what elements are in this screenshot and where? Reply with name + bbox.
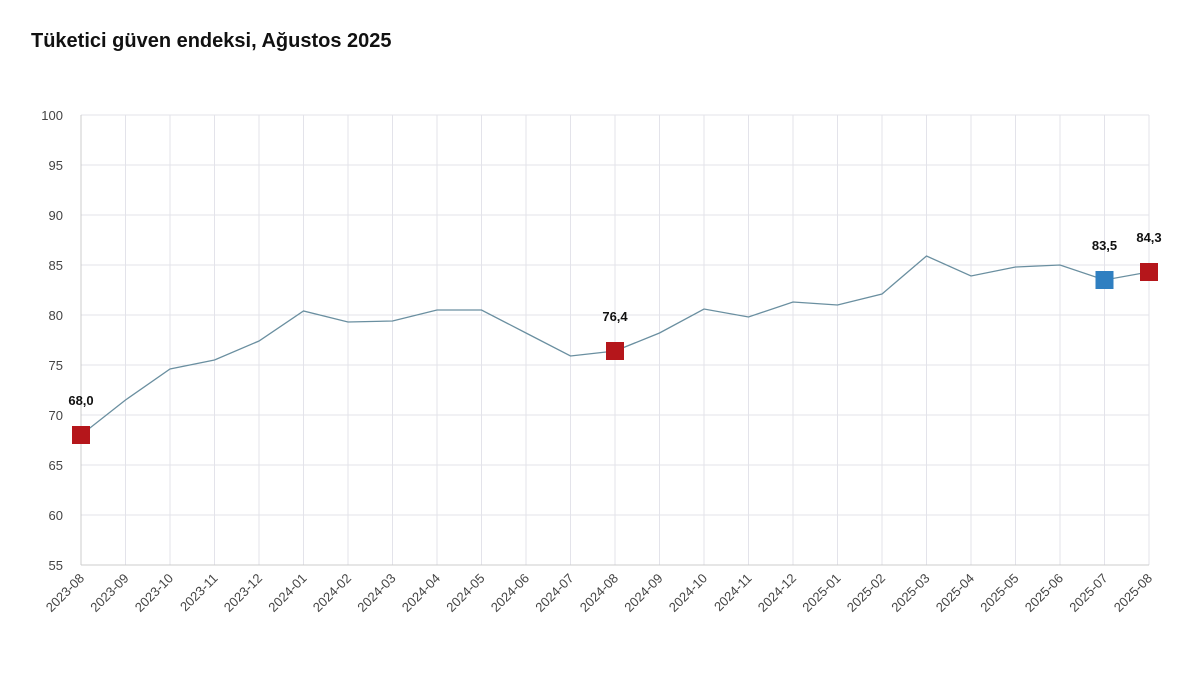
x-tick-label: 2025-07 — [1066, 571, 1110, 615]
x-tick-label: 2025-06 — [1022, 571, 1066, 615]
y-tick-label: 80 — [49, 308, 63, 323]
chart-title: Tüketici güven endeksi, Ağustos 2025 — [31, 30, 392, 52]
data-label: 83,5 — [1092, 238, 1117, 253]
x-tick-label: 2025-01 — [799, 571, 843, 615]
y-tick-label: 70 — [49, 408, 63, 423]
x-tick-label: 2025-02 — [844, 571, 888, 615]
x-tick-label: 2024-01 — [265, 571, 309, 615]
data-label: 76,4 — [602, 309, 628, 324]
data-label: 68,0 — [68, 393, 93, 408]
x-tick-label: 2024-10 — [666, 571, 710, 615]
x-tick-label: 2023-11 — [177, 571, 221, 615]
x-tick-label: 2025-03 — [888, 571, 932, 615]
data-label: 84,3 — [1136, 230, 1161, 245]
x-tick-label: 2024-08 — [577, 571, 621, 615]
y-tick-label: 95 — [49, 158, 63, 173]
x-tick-label: 2024-04 — [399, 571, 443, 615]
data-point-marker — [606, 342, 624, 360]
x-tick-label: 2024-11 — [711, 571, 755, 615]
x-tick-label: 2024-02 — [310, 571, 354, 615]
x-tick-label: 2024-07 — [532, 571, 576, 615]
x-tick-label: 2025-05 — [977, 571, 1021, 615]
x-tick-label: 2023-08 — [43, 571, 87, 615]
y-tick-label: 65 — [49, 458, 63, 473]
x-tick-label: 2023-10 — [132, 571, 176, 615]
y-tick-label: 90 — [49, 208, 63, 223]
x-tick-label: 2024-09 — [621, 571, 665, 615]
x-tick-label: 2025-08 — [1111, 571, 1155, 615]
x-tick-label: 2023-09 — [87, 571, 131, 615]
data-point-marker — [72, 426, 90, 444]
data-point-marker — [1095, 271, 1114, 289]
y-tick-label: 55 — [49, 558, 63, 573]
x-tick-label: 2024-06 — [488, 571, 532, 615]
y-tick-label: 75 — [49, 358, 63, 373]
x-tick-label: 2024-05 — [443, 571, 487, 615]
x-tick-label: 2024-03 — [354, 571, 398, 615]
y-tick-label: 60 — [49, 508, 63, 523]
x-tick-label: 2025-04 — [933, 571, 977, 615]
data-point-marker — [1140, 263, 1158, 281]
y-tick-label: 100 — [41, 108, 63, 123]
y-tick-label: 85 — [49, 258, 63, 273]
x-tick-label: 2024-12 — [755, 571, 799, 615]
x-tick-label: 2023-12 — [221, 571, 265, 615]
